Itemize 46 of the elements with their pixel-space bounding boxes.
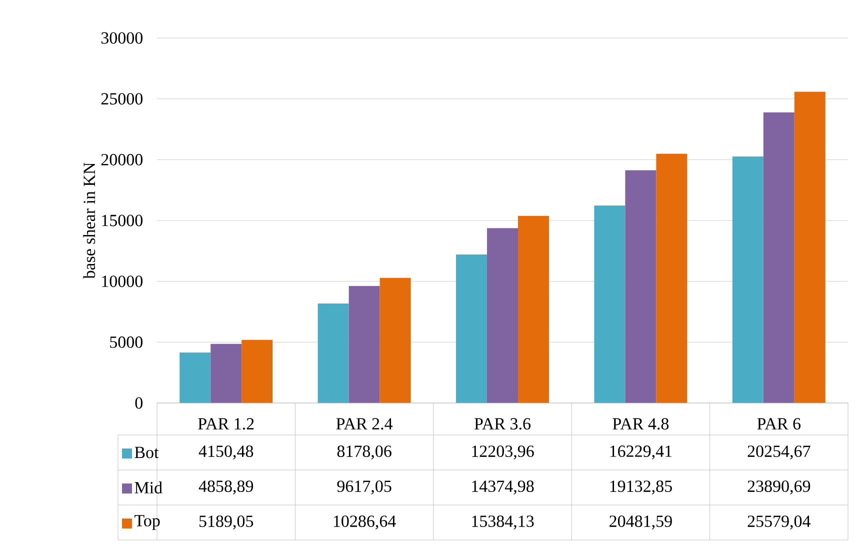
data-label: 25579,04 [748,516,811,530]
bar [656,154,688,403]
data-label: 14374,98 [472,480,534,494]
data-label: 4150,48 [198,446,254,460]
data-label: 20481,59 [610,516,672,530]
bar [210,344,242,403]
legend-label: Top [134,515,160,530]
x-tick-label: PAR 6 [757,418,801,430]
bar [763,112,794,403]
data-label: 8178,06 [337,446,392,460]
y-axis-title: base shear in KN [83,162,96,279]
data-label: 20254,67 [748,446,810,460]
y-tick-label: 0 [135,397,142,409]
bar [318,303,349,403]
y-tick-label: 30000 [101,32,142,44]
bar [732,156,764,403]
bar [242,340,273,403]
x-tick-label: PAR 1.2 [198,418,254,430]
y-tick-label: 25000 [101,93,142,105]
data-label: 12203,96 [472,446,534,460]
bar [456,254,487,403]
x-tick-label: PAR 2.4 [336,418,393,430]
legend-label: Bot [134,446,159,458]
data-label: 4858,89 [198,480,254,494]
bar [180,352,211,403]
x-tick-label: PAR 3.6 [474,418,530,430]
y-tick-label: 20000 [101,154,142,166]
y-tick-label: 5000 [110,336,142,348]
bar [380,278,411,403]
bar [518,216,549,403]
data-label: 10286,64 [334,516,396,530]
data-label: 15384,13 [472,516,534,530]
data-label: 5189,05 [199,516,254,530]
x-tick-label: PAR 4.8 [612,418,669,430]
bar [594,206,626,403]
bar [794,92,826,403]
y-tick-label: 15000 [102,214,142,226]
bar [487,228,518,403]
data-label: 23890,69 [748,480,810,494]
data-label: 16229,41 [610,446,672,460]
legend-label: Mid [134,482,162,494]
data-label: 19132,85 [610,480,672,494]
bar [348,286,380,403]
data-label: 9617,05 [337,480,392,494]
bar [625,170,656,403]
y-tick-label: 10000 [102,276,142,288]
